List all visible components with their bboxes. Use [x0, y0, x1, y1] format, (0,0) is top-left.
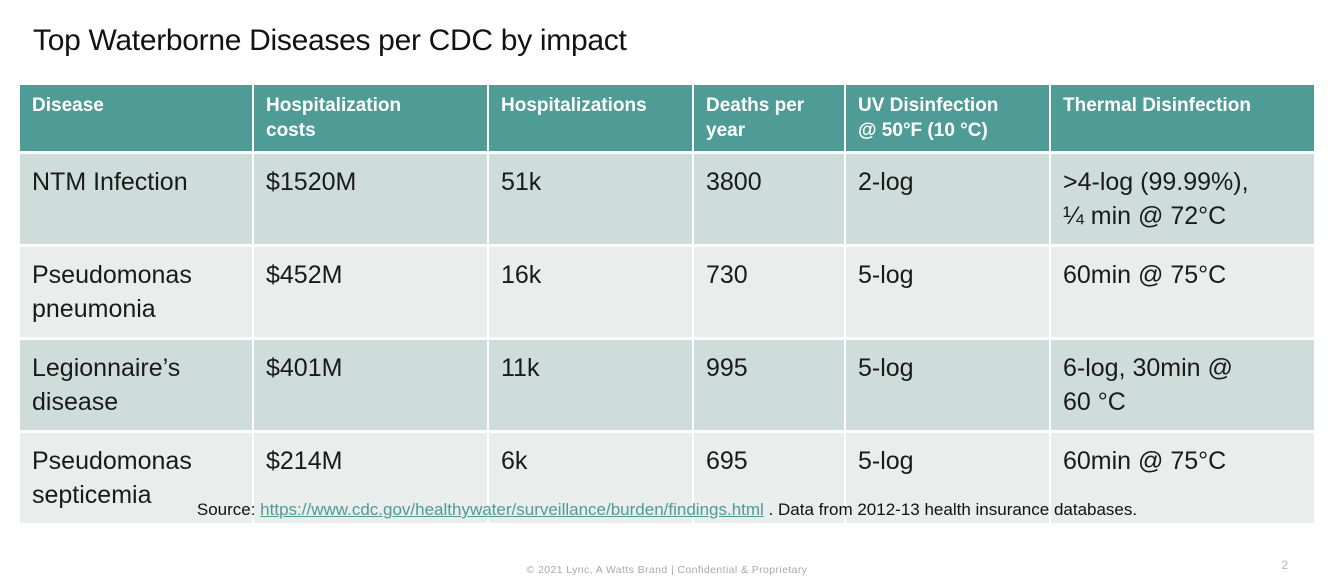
table-cell: 5-log — [844, 337, 1050, 432]
page-number: 2 — [1281, 558, 1288, 572]
column-header: Deaths per year — [692, 85, 845, 153]
table-cell: >4-log (99.99%), ¼ min @ 72°C — [1049, 151, 1314, 246]
table-cell: Legionnaire’s disease — [20, 337, 253, 432]
table-cell: 2-log — [844, 151, 1050, 246]
column-header: UV Disinfection @ 50°F (10 °C) — [844, 85, 1050, 153]
table-cell: $452M — [252, 244, 488, 339]
table-cell: 60min @ 75°C — [1049, 430, 1314, 524]
footer-text: © 2021 Lync, A Watts Brand | Confidentia… — [526, 564, 808, 576]
column-header: Hospitalizations — [487, 85, 693, 153]
table-header-row: Disease Hospitalization costs Hospitalizat… — [20, 85, 1314, 153]
table-cell: 11k — [487, 337, 693, 432]
column-header: Thermal Disinfection — [1049, 85, 1314, 153]
table-cell: $1520M — [252, 151, 488, 246]
table-cell: $214M — [252, 430, 488, 524]
table-body: NTM Infection $1520M 51k 3800 2-log >4-log (9… — [20, 151, 1314, 524]
table-cell: 695 — [692, 430, 845, 524]
table-cell: 995 — [692, 337, 845, 432]
table-cell: 730 — [692, 244, 845, 339]
table-cell: 60min @ 75°C — [1049, 244, 1314, 339]
table-cell: 3800 — [692, 151, 845, 246]
table-cell: 51k — [487, 151, 693, 246]
source-suffix: . Data from 2012-13 health insurance dat… — [763, 500, 1138, 519]
column-header: Disease — [20, 85, 253, 153]
table-cell: 6k — [487, 430, 693, 524]
table-row: Pseudomonas septicemia $214M 6k 695 5-log 60m… — [20, 430, 1314, 524]
source-prefix: Source: — [196, 500, 261, 519]
table-cell: 5-log — [844, 430, 1050, 524]
table-cell: $401M — [252, 337, 488, 432]
source-link[interactable]: https://www.cdc.gov/healthywater/surveil… — [260, 500, 764, 519]
table-row: Legionnaire’s disease $401M 11k 995 5-log 6-l… — [20, 337, 1314, 432]
table-cell: Pseudomonas septicemia — [20, 430, 253, 524]
table-cell: 6-log, 30min @ 60 °C — [1049, 337, 1314, 432]
table-row: NTM Infection $1520M 51k 3800 2-log >4-log (9… — [20, 151, 1314, 246]
table-cell: Pseudomonas pneumonia — [20, 244, 253, 339]
column-header: Hospitalization costs — [252, 85, 488, 153]
page-title: Top Waterborne Diseases per CDC by impac… — [33, 24, 627, 57]
table-cell: 5-log — [844, 244, 1050, 339]
source-line: Source: https://www.cdc.gov/healthywater… — [0, 500, 1334, 520]
table-cell: 16k — [487, 244, 693, 339]
table-row: Pseudomonas pneumonia $452M 16k 730 5-log 60m… — [20, 244, 1314, 339]
diseases-table: Disease Hospitalization costs Hospitalizat… — [20, 85, 1314, 524]
table-cell: NTM Infection — [20, 151, 253, 246]
